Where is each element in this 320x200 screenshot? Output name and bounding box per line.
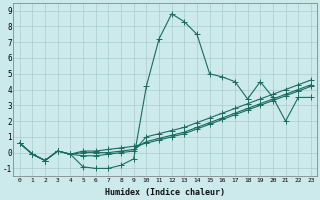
X-axis label: Humidex (Indice chaleur): Humidex (Indice chaleur): [105, 188, 225, 197]
